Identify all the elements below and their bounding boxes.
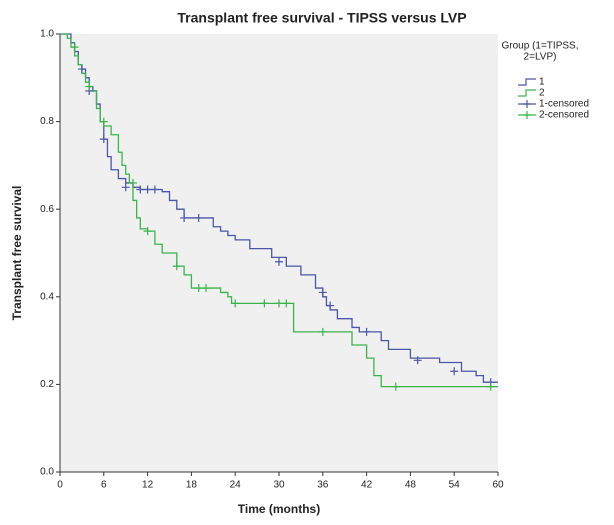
legend-symbol [523, 111, 531, 119]
censor-mark [362, 327, 371, 336]
censor-mark [450, 367, 459, 376]
censor-mark [318, 327, 327, 336]
x-tick-label: 42 [361, 480, 373, 491]
censor-mark [326, 301, 335, 310]
x-tick-label: 54 [449, 480, 461, 491]
y-tick-label: 0.0 [40, 467, 54, 478]
x-tick-label: 48 [405, 480, 417, 491]
x-tick-label: 18 [186, 480, 198, 491]
x-axis-label: Time (months) [238, 502, 320, 516]
censor-mark [282, 299, 291, 308]
x-tick-label: 0 [57, 480, 63, 491]
y-tick-label: 0.4 [40, 291, 54, 302]
legend-label: 2 [539, 88, 545, 99]
legend-title: Group (1=TIPSS, [502, 41, 579, 52]
censor-mark [77, 65, 86, 74]
censor-mark [486, 382, 495, 391]
x-tick-label: 6 [101, 480, 107, 491]
x-tick-label: 36 [317, 480, 329, 491]
censor-mark [85, 82, 94, 91]
censor-mark [318, 288, 327, 297]
legend-label: 1 [539, 77, 545, 88]
y-axis-label: Transplant free survival [10, 186, 24, 321]
censor-mark [231, 299, 240, 308]
y-tick-label: 0.8 [40, 116, 54, 127]
censor-mark [172, 262, 181, 271]
legend-symbol [518, 89, 536, 97]
y-tick-label: 0.6 [40, 204, 54, 215]
censor-mark [391, 382, 400, 391]
legend-title: 2=LVP) [524, 52, 557, 63]
legend-symbol [518, 78, 536, 86]
plot-area [60, 34, 498, 472]
censor-mark [202, 284, 210, 293]
censor-mark [121, 183, 130, 192]
chart-title: Transplant free survival - TIPSS versus … [177, 10, 466, 26]
legend-label: 2-censored [539, 110, 589, 121]
censor-mark [275, 299, 283, 308]
censor-mark [99, 117, 108, 126]
x-tick-label: 12 [142, 480, 154, 491]
censor-mark [194, 284, 203, 293]
censor-mark [99, 135, 108, 144]
legend-symbol [523, 100, 531, 108]
censor-mark [180, 213, 189, 222]
legend-label: 1-censored [539, 99, 589, 110]
censor-mark [143, 185, 152, 194]
y-tick-label: 0.2 [40, 379, 54, 390]
censor-mark [136, 185, 145, 194]
censor-mark [413, 356, 422, 365]
censor-mark [150, 185, 159, 194]
censor-mark [143, 227, 152, 236]
x-tick-label: 24 [230, 480, 242, 491]
x-tick-label: 60 [492, 480, 504, 491]
censor-mark [194, 213, 203, 222]
x-tick-label: 30 [273, 480, 285, 491]
y-tick-label: 1.0 [40, 29, 54, 40]
censor-mark [275, 257, 283, 266]
censor-mark [260, 299, 269, 308]
censor-mark [129, 178, 137, 187]
survival-line [60, 33, 498, 388]
censor-mark [70, 43, 79, 52]
